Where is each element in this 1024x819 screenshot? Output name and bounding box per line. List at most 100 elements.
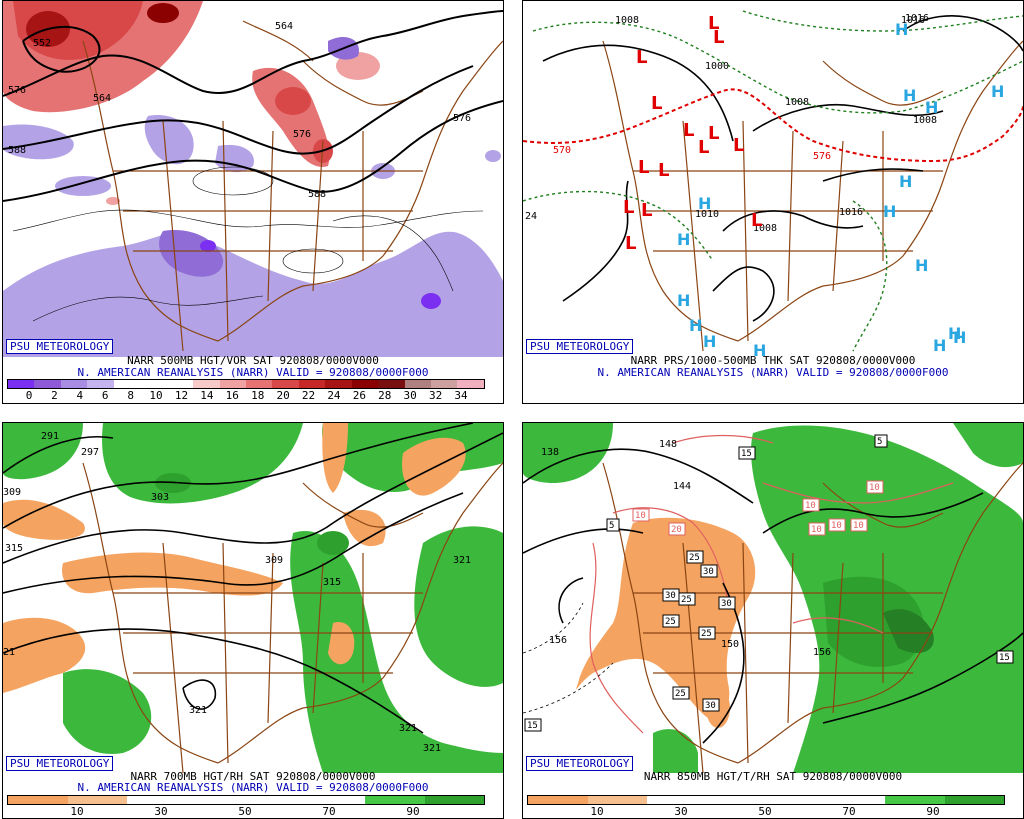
colorbar-tick-label: 2 [51, 389, 58, 402]
title-line-1: NARR PRS/1000-500MB THK SAT 920808/0000V… [630, 354, 916, 367]
vorticity-contours [12, 166, 484, 322]
temperature-contours [589, 434, 954, 734]
colorbar-swatch [298, 380, 326, 388]
colorbar-tick-label: 30 [674, 805, 688, 818]
colorbar-vorticity [7, 379, 485, 389]
contour-label: 1008 [913, 115, 937, 126]
high-marker: H [703, 332, 716, 351]
colorbar-swatch [325, 380, 352, 388]
height-contours [3, 423, 503, 734]
svg-text:30: 30 [705, 701, 716, 711]
contour-label: 321 [423, 743, 441, 754]
colorbar-swatch [305, 796, 365, 804]
contour-label: 315 [323, 577, 341, 588]
colorbar-tick-label: 10 [149, 389, 163, 402]
svg-text:10: 10 [805, 501, 816, 511]
low-marker: L [625, 233, 636, 254]
colorbar-swatch [60, 380, 88, 388]
contour-label: 570 [553, 145, 571, 156]
contour-labels: 138 148 144 150 156 156 [541, 439, 831, 658]
height-contours [3, 10, 503, 202]
colorbar-swatch [246, 796, 306, 804]
colorbar-tick-label: 30 [154, 805, 168, 818]
temp-label-box: 15 [524, 718, 542, 732]
colorbar-swatch [186, 796, 246, 804]
contour-label: 315 [5, 543, 23, 554]
low-marker: L [751, 210, 762, 231]
colorbar-tick-label: 32 [428, 389, 443, 402]
colorbar-tick-label: 4 [76, 389, 84, 402]
colorbar-tick-label: 70 [842, 805, 856, 818]
high-marker: H [689, 316, 702, 335]
high-pressure-centers: H H H H H H H H H H H H H H H H [677, 20, 1004, 357]
title-line-1: NARR 850MB HGT/T/RH SAT 920808/0000V000 [643, 770, 903, 783]
colorbar-swatch [67, 796, 127, 804]
low-marker: L [636, 47, 647, 68]
contour-label: 24 [525, 211, 537, 222]
svg-text:30: 30 [721, 599, 732, 609]
rh-moist-shading [523, 423, 1023, 773]
low-marker: L [683, 120, 694, 141]
contour-label: 321 [399, 723, 417, 734]
contour-label: 1016 [901, 15, 925, 26]
colorbar-tick-label: 10 [70, 805, 84, 818]
colorbar-tick-label: 24 [327, 389, 341, 402]
svg-text:30: 30 [665, 591, 676, 601]
colorbar-swatch [8, 796, 68, 804]
high-marker: H [953, 328, 966, 347]
contour-label: 303 [151, 492, 169, 503]
map-borders [602, 40, 1023, 352]
temp-label-box: 25 [698, 626, 716, 640]
low-marker: L [698, 137, 709, 158]
svg-text:10: 10 [853, 521, 864, 531]
high-marker: H [925, 98, 938, 117]
colorbar-tick-label: 12 [174, 389, 189, 402]
temp-label-box: 25 [672, 686, 690, 700]
low-marker: L [708, 123, 719, 144]
svg-text:15: 15 [527, 721, 538, 731]
title-line-2: N. AMERICAN REANALYSIS (NARR) VALID = 92… [597, 366, 949, 379]
low-marker: L [733, 135, 744, 156]
contour-label: 588 [8, 145, 26, 156]
colorbar-swatch [127, 796, 187, 804]
colorbar-swatch [885, 796, 945, 804]
svg-text:10: 10 [635, 511, 646, 521]
contour-labels: 1008 1000 1016 1008 1008 570 576 1016 10… [525, 13, 937, 234]
title-line-1: NARR 500MB HGT/VOR SAT 920808/0000V000 [127, 354, 379, 367]
colorbar-tick-label: 50 [238, 805, 252, 818]
temp-label-box: 30 [702, 698, 720, 712]
thickness-contours [523, 88, 1023, 163]
temp-label-box: 10 [802, 498, 820, 512]
credit-label: PSU METEOROLOGY [6, 756, 114, 771]
temp-label-box: 30 [662, 588, 680, 602]
high-marker: H [991, 82, 1004, 101]
height-contours [523, 448, 1023, 744]
map-850mb-t-rh: 138 148 144 150 156 156 15 5 10 10 10 10… [523, 423, 1023, 773]
colorbar-tick-label: 70 [322, 805, 336, 818]
contour-label: 291 [41, 431, 59, 442]
contour-label: 1008 [615, 15, 639, 26]
colorbar-swatch [113, 380, 141, 388]
contour-label: 144 [673, 481, 691, 492]
high-marker: H [899, 172, 912, 191]
thickness-green-contours [523, 10, 1023, 352]
contour-label: 1008 [753, 223, 777, 234]
colorbar-swatch [87, 380, 114, 388]
contour-label: 21 [3, 647, 15, 658]
temp-label-box: 10 [808, 522, 826, 536]
colorbar-swatch [8, 380, 35, 388]
colorbar-swatch [378, 380, 405, 388]
colorbar-swatch [457, 380, 484, 388]
contour-label: 576 [293, 129, 311, 140]
low-marker: L [623, 197, 634, 218]
colorbar-swatch [272, 380, 299, 388]
colorbar-swatch [431, 380, 458, 388]
svg-text:25: 25 [689, 553, 700, 563]
high-marker: H [915, 256, 928, 275]
contour-label: 576 [453, 113, 471, 124]
contour-label: 148 [659, 439, 677, 450]
colorbar-swatch [404, 380, 431, 388]
colorbar-tick-label: 30 [403, 389, 417, 402]
contour-label: 564 [93, 93, 111, 104]
low-marker: L [641, 200, 652, 221]
